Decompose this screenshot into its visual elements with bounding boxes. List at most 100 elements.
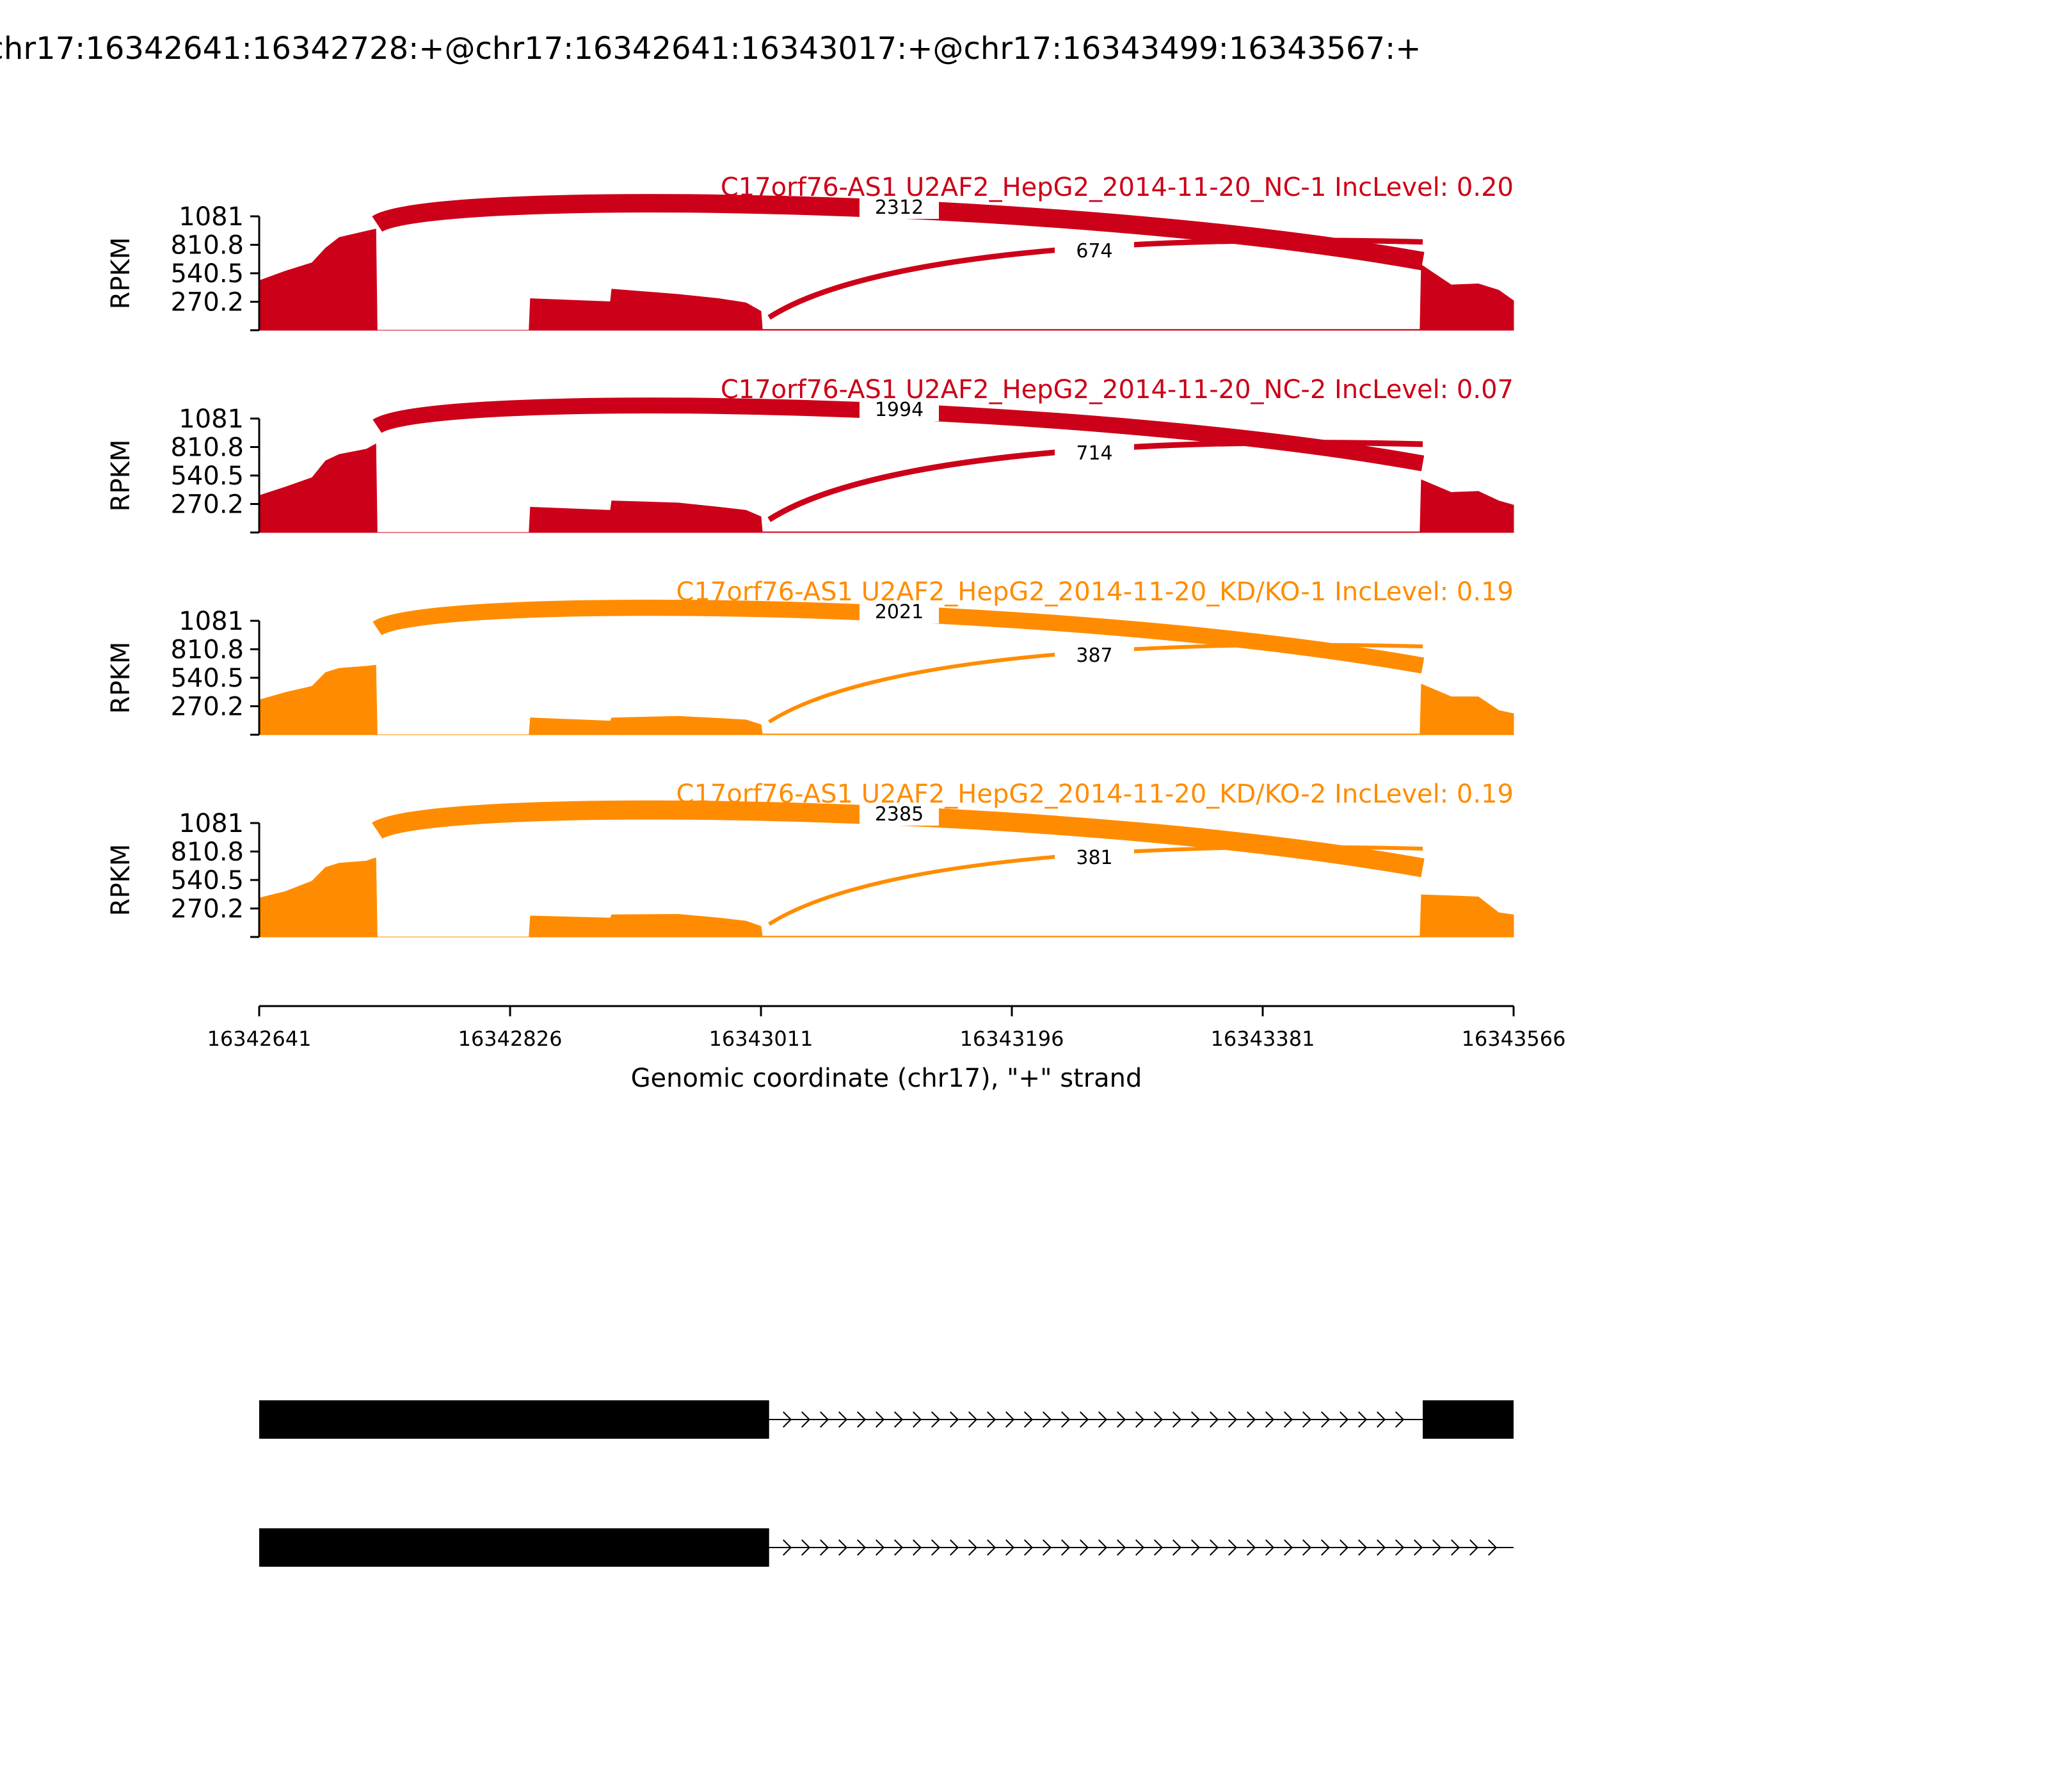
track-label: C17orf76-AS1 U2AF2_HepG2_2014-11-20_KD/K… (676, 577, 1514, 607)
junction-count-box (860, 397, 939, 421)
strand-arrow (968, 1411, 978, 1428)
strand-arrow (1024, 1539, 1034, 1556)
strand-arrow (1284, 1539, 1293, 1556)
gene-model (259, 1400, 1514, 1439)
strand-arrow (1061, 1539, 1071, 1556)
strand-arrow (1228, 1539, 1238, 1556)
gene-models (259, 1400, 1514, 1567)
junction-count-box (860, 599, 939, 623)
strand-arrow (1265, 1411, 1275, 1428)
strand-arrow (1080, 1411, 1089, 1428)
strand-arrow (1228, 1411, 1238, 1428)
x-tick-label: 16342641 (207, 1027, 312, 1051)
strand-arrow (857, 1539, 867, 1556)
strand-arrow (1395, 1411, 1405, 1428)
strand-arrow (1172, 1411, 1182, 1428)
strand-arrow (1451, 1539, 1460, 1556)
y-tick-label: 1081 (179, 607, 244, 636)
coverage-area (259, 443, 1514, 533)
y-axis-label: RPKM (106, 844, 136, 916)
strand-arrow (1247, 1539, 1256, 1556)
junction-count-box (860, 195, 939, 219)
x-axis: 16342641 16342826 16343011 16343196 16343381… (207, 1005, 1566, 1093)
strand-arrow (876, 1539, 885, 1556)
junction-arc (768, 845, 1423, 926)
strand-arrow (1377, 1411, 1386, 1428)
strand-arrow (801, 1539, 811, 1556)
strand-arrow (1154, 1539, 1164, 1556)
strand-arrow (1358, 1539, 1368, 1556)
junction-count: 2312 (875, 196, 924, 219)
strand-arrow (1117, 1411, 1126, 1428)
strand-arrow (1172, 1539, 1182, 1556)
y-tick-label: 540.5 (170, 664, 244, 693)
strand-arrow (1117, 1539, 1126, 1556)
strand-arrow (1321, 1539, 1331, 1556)
strand-arrow (1469, 1539, 1479, 1556)
strand-arrow (1414, 1539, 1423, 1556)
junction-count-box (860, 801, 939, 826)
strand-arrow (913, 1539, 922, 1556)
junction-count: 714 (1076, 442, 1112, 465)
strand-arrow (950, 1411, 959, 1428)
y-tick-label: 1081 (179, 202, 244, 232)
strand-arrow (1210, 1411, 1219, 1428)
junction-arc (372, 194, 1425, 271)
junction-count: 381 (1076, 847, 1112, 869)
y-axis-label: RPKM (106, 237, 136, 310)
y-tick-label: 540.5 (170, 866, 244, 895)
junction-count: 674 (1076, 240, 1112, 262)
track-label: C17orf76-AS1 U2AF2_HepG2_2014-11-20_NC-1… (721, 173, 1514, 202)
strand-arrow (1005, 1411, 1015, 1428)
coverage-area (259, 857, 1514, 938)
strand-arrow (1302, 1539, 1312, 1556)
x-tick-label: 16343566 (1462, 1027, 1566, 1051)
strand-arrow (1432, 1539, 1442, 1556)
y-tick-label: 540.5 (170, 461, 244, 491)
y-tick-label: 810.8 (170, 635, 244, 664)
strand-arrow (1191, 1539, 1201, 1556)
junction-count-box (1055, 238, 1134, 262)
x-axis-label: Genomic coordinate (chr17), "+" strand (631, 1064, 1142, 1093)
figure-title: chr17:16342641:16342728:+@chr17:16342641… (0, 31, 1421, 67)
strand-arrow (820, 1411, 829, 1428)
junction-count: 2021 (875, 601, 924, 623)
strand-arrow (1098, 1411, 1108, 1428)
strand-arrow (783, 1411, 792, 1428)
strand-arrow (931, 1539, 941, 1556)
strand-arrow (783, 1539, 792, 1556)
track-label: C17orf76-AS1 U2AF2_HepG2_2014-11-20_NC-2… (721, 375, 1514, 404)
exon (259, 1400, 769, 1439)
strand-arrow (1061, 1411, 1071, 1428)
y-tick-label: 810.8 (170, 230, 244, 260)
strand-arrow (894, 1411, 904, 1428)
junction-arc (767, 237, 1423, 320)
tracks-layer: 270.2540.5810.81081RPKM2312674C17orf76-A… (106, 173, 1514, 938)
x-tick-label: 16342826 (458, 1027, 563, 1051)
strand-arrow (968, 1539, 978, 1556)
y-tick-label: 270.2 (170, 895, 244, 924)
y-tick-label: 810.8 (170, 433, 244, 462)
y-tick-label: 270.2 (170, 692, 244, 722)
coverage-area (259, 664, 1514, 735)
y-tick-label: 270.2 (170, 288, 244, 317)
strand-arrow (1265, 1539, 1275, 1556)
strand-arrow (1210, 1539, 1219, 1556)
exon (1423, 1400, 1514, 1439)
y-tick-label: 810.8 (170, 837, 244, 867)
strand-arrow (838, 1411, 848, 1428)
y-tick-label: 1081 (179, 809, 244, 838)
strand-arrow (1043, 1411, 1052, 1428)
strand-arrow (1321, 1411, 1331, 1428)
junction-count: 1994 (875, 399, 924, 421)
strand-arrow (1135, 1539, 1145, 1556)
junction-arc (768, 643, 1423, 724)
junction-count: 387 (1076, 644, 1112, 667)
coverage-area (259, 228, 1514, 331)
strand-arrow (1080, 1539, 1089, 1556)
strand-arrow (1043, 1539, 1052, 1556)
strand-arrow (987, 1411, 996, 1428)
strand-arrow (987, 1539, 996, 1556)
strand-arrow (1284, 1411, 1293, 1428)
